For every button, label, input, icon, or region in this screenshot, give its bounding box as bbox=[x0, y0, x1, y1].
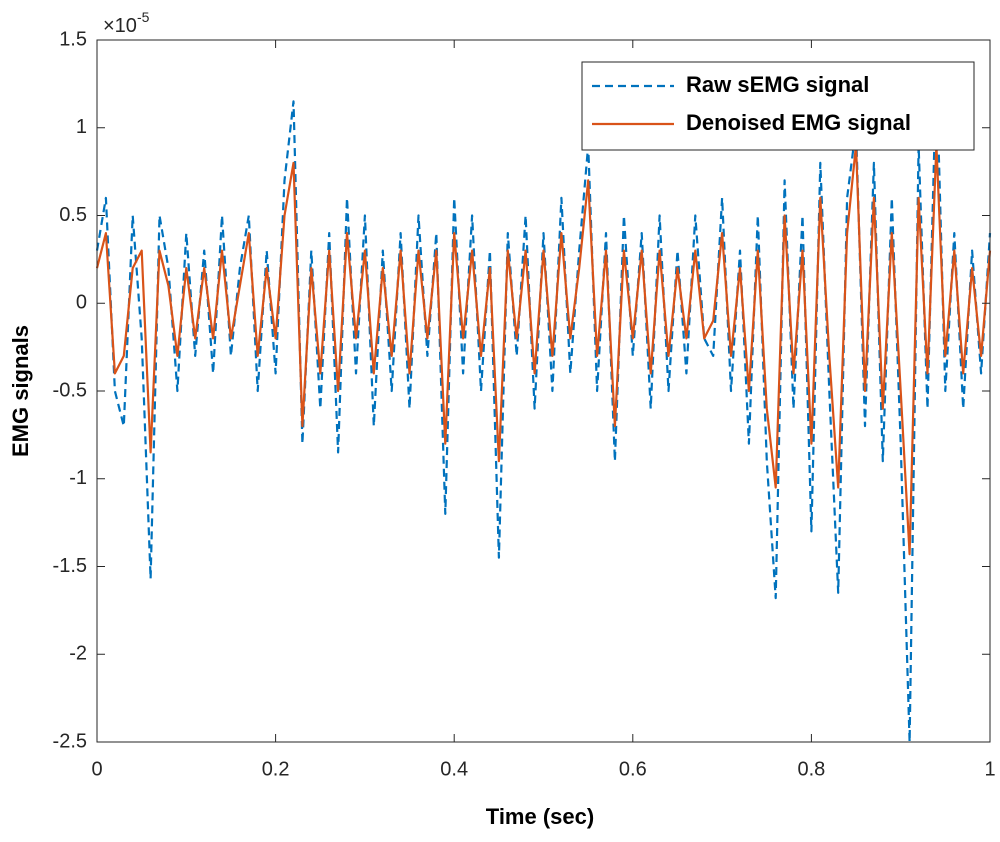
x-tick-label: 0 bbox=[91, 758, 102, 780]
multiplier-base: ×10 bbox=[103, 15, 137, 37]
y-multiplier: ×10-5 bbox=[103, 9, 150, 38]
y-tick-label: -0.5 bbox=[53, 379, 87, 401]
y-tick-label: 1.5 bbox=[59, 28, 87, 50]
y-tick-label: -2 bbox=[69, 643, 87, 665]
y-axis-label: EMG signals bbox=[8, 325, 33, 457]
legend-box bbox=[581, 61, 975, 151]
multiplier-exponent: -5 bbox=[137, 9, 150, 25]
y-tick-label: 0.5 bbox=[59, 204, 87, 226]
x-tick-label: 0.6 bbox=[619, 758, 647, 780]
y-tick-label: -2.5 bbox=[53, 730, 87, 752]
series-line bbox=[95, 144, 992, 556]
x-tick-label: 0.4 bbox=[440, 758, 468, 780]
legend-label: Raw sEMG signal bbox=[686, 72, 869, 97]
x-tick-label: 1 bbox=[984, 758, 995, 780]
y-tick-label: 1 bbox=[76, 116, 87, 138]
y-tick-label: -1 bbox=[69, 467, 87, 489]
x-tick-label: 0.2 bbox=[262, 758, 290, 780]
y-tick-label: 0 bbox=[76, 292, 87, 314]
series-line bbox=[95, 65, 992, 744]
x-axis-label: Time (sec) bbox=[486, 804, 594, 829]
x-tick-label: 0.8 bbox=[797, 758, 825, 780]
y-tick-label: -1.5 bbox=[53, 555, 87, 577]
legend-label: Denoised EMG signal bbox=[686, 110, 911, 135]
